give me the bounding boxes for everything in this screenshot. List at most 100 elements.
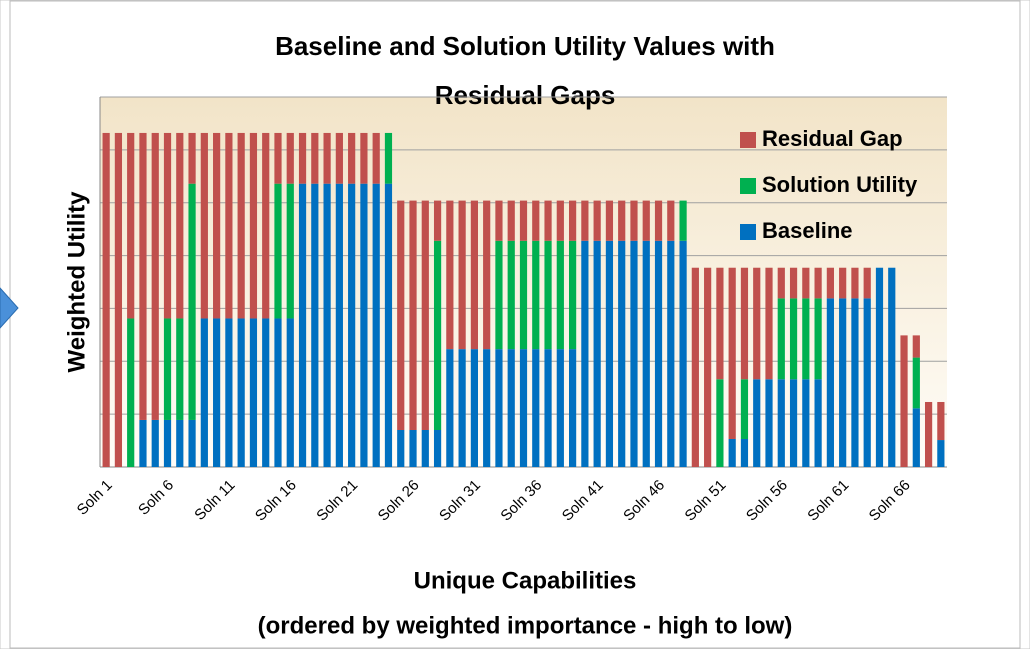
bar-segment bbox=[409, 200, 417, 430]
bar-segment bbox=[924, 401, 933, 467]
bar-segment bbox=[839, 298, 847, 467]
bar-segment bbox=[176, 132, 184, 319]
bar-segment bbox=[446, 349, 454, 467]
bar-segment bbox=[286, 132, 294, 184]
bar-segment bbox=[728, 438, 736, 467]
bar-segment bbox=[213, 132, 221, 319]
bar-segment bbox=[458, 200, 466, 350]
bar-segment bbox=[814, 267, 822, 299]
bar-segment bbox=[630, 200, 638, 241]
legend-label: Baseline bbox=[762, 218, 853, 243]
bar-segment bbox=[654, 200, 663, 241]
bar-segment bbox=[826, 267, 834, 299]
bar-segment bbox=[458, 349, 466, 467]
bar-segment bbox=[262, 132, 270, 319]
bar-segment bbox=[433, 430, 442, 467]
bar-segment bbox=[593, 200, 601, 241]
bar-segment bbox=[544, 200, 552, 241]
bar-segment bbox=[127, 318, 135, 467]
bar-segment bbox=[593, 240, 601, 467]
bar-segment bbox=[740, 379, 749, 439]
bar-segment bbox=[409, 430, 417, 467]
bar-segment bbox=[274, 132, 282, 184]
bar-segment bbox=[937, 401, 945, 441]
bar-segment bbox=[532, 349, 540, 467]
bar-segment bbox=[814, 298, 822, 380]
bar-segment bbox=[139, 132, 147, 420]
bar-segment bbox=[483, 349, 491, 467]
bar-segment bbox=[507, 240, 515, 350]
bar-segment bbox=[298, 132, 307, 184]
bar-segment bbox=[298, 183, 307, 467]
bar-segment bbox=[397, 200, 405, 430]
bar-segment bbox=[335, 183, 343, 467]
bar-segment bbox=[679, 200, 687, 241]
bar-segment bbox=[433, 240, 442, 430]
bar-segment bbox=[519, 349, 528, 467]
bar-segment bbox=[188, 132, 196, 184]
bar-segment bbox=[777, 298, 785, 380]
bar-segment bbox=[151, 419, 159, 467]
bar-segment bbox=[569, 349, 577, 467]
bar-segment bbox=[262, 318, 270, 467]
bar-segment bbox=[569, 200, 577, 241]
bar-segment bbox=[384, 183, 393, 467]
bar-segment bbox=[912, 357, 920, 409]
legend-swatch bbox=[740, 224, 756, 240]
bar-segment bbox=[654, 240, 663, 467]
bar-segment bbox=[360, 183, 368, 467]
bar-segment bbox=[851, 298, 859, 467]
bar-segment bbox=[544, 240, 552, 350]
bar-segment bbox=[274, 318, 282, 467]
x-axis-title: (ordered by weighted importance - high t… bbox=[258, 612, 793, 639]
bar-segment bbox=[667, 240, 675, 467]
bar-segment bbox=[642, 240, 650, 467]
bar-segment bbox=[642, 200, 650, 241]
chart-title: Residual Gaps bbox=[435, 80, 616, 110]
bar-segment bbox=[679, 240, 687, 467]
bar-segment bbox=[605, 240, 614, 467]
bar-segment bbox=[900, 335, 908, 467]
bar-segment bbox=[581, 200, 589, 241]
bar-segment bbox=[581, 240, 589, 467]
bar-segment bbox=[863, 267, 871, 299]
bar-segment bbox=[249, 318, 258, 467]
bar-segment bbox=[470, 349, 478, 467]
bar-segment bbox=[188, 419, 196, 467]
bar-segment bbox=[532, 240, 540, 350]
bar-segment bbox=[384, 132, 393, 184]
bar-segment bbox=[753, 267, 761, 380]
bar-segment bbox=[839, 267, 847, 299]
bar-segment bbox=[348, 132, 356, 184]
bar-segment bbox=[237, 318, 245, 467]
bar-segment bbox=[249, 132, 258, 319]
bar-segment bbox=[151, 132, 159, 420]
bar-segment bbox=[765, 379, 773, 467]
bar-segment bbox=[691, 267, 699, 467]
bar-segment bbox=[163, 132, 172, 319]
bar-segment bbox=[335, 132, 343, 184]
bar-segment bbox=[912, 335, 920, 358]
bar-segment bbox=[102, 132, 110, 467]
bar-segment bbox=[200, 318, 208, 467]
bar-segment bbox=[421, 200, 429, 430]
bar-segment bbox=[176, 419, 184, 467]
legend-swatch bbox=[740, 178, 756, 194]
bar-segment bbox=[802, 298, 810, 380]
bar-segment bbox=[372, 183, 380, 467]
bar-segment bbox=[888, 267, 896, 467]
bar-segment bbox=[495, 349, 503, 467]
bar-segment bbox=[311, 132, 319, 184]
bar-segment bbox=[569, 240, 577, 350]
bar-segment bbox=[507, 200, 515, 241]
bar-segment bbox=[814, 379, 822, 467]
bar-segment bbox=[237, 132, 245, 319]
bar-segment bbox=[274, 183, 282, 319]
bar-segment bbox=[851, 267, 859, 299]
bar-segment bbox=[875, 267, 884, 467]
legend-label: Solution Utility bbox=[762, 172, 918, 197]
bar-segment bbox=[507, 349, 515, 467]
bar-segment bbox=[740, 267, 749, 380]
arrow-icon bbox=[0, 287, 19, 329]
